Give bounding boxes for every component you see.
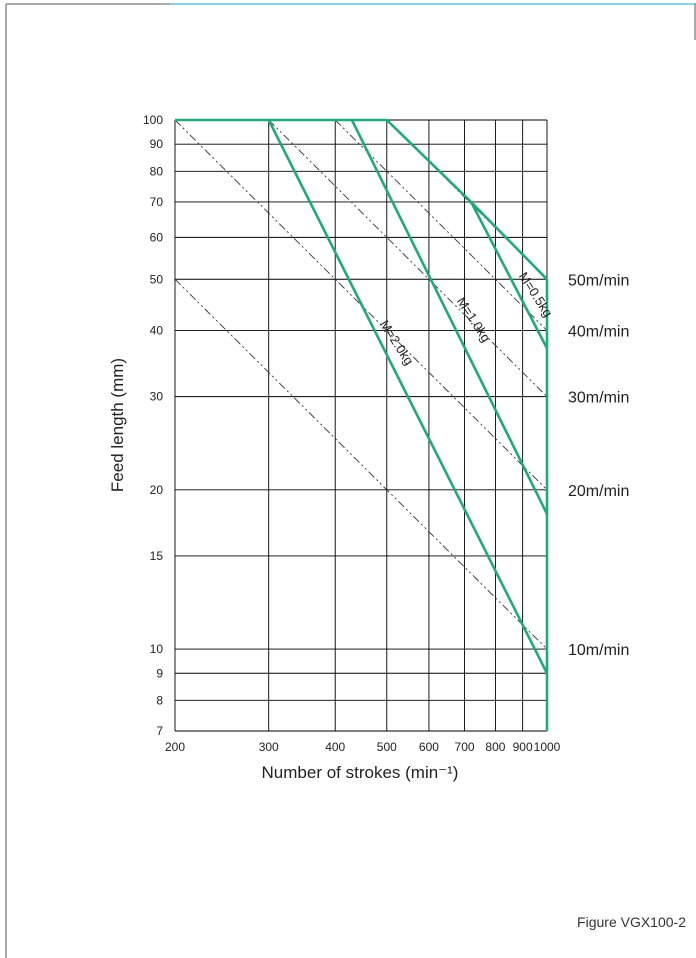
y-tick-label: 10 [150, 642, 164, 656]
speed-line [174, 119, 548, 491]
series-label: M=2.0kg [377, 317, 417, 367]
series-line [267, 119, 549, 674]
tick-labels: 200 300 400 500 600 700 800 900 1000 7 8 9 10 15 20 30 4… [143, 113, 561, 754]
x-tick-label: 200 [165, 740, 185, 754]
speed-label: 20m/min [568, 483, 629, 500]
y-tick-label: 70 [150, 195, 164, 209]
x-tick-label: 300 [259, 740, 279, 754]
speed-line [268, 119, 548, 397]
y-tick-label: 40 [150, 324, 164, 338]
y-tick-label: 80 [150, 164, 164, 178]
x-tick-label: 600 [419, 740, 439, 754]
y-tick-label: 100 [143, 113, 163, 127]
x-tick-label: 800 [485, 740, 505, 754]
x-tick-label: 400 [325, 740, 345, 754]
y-axis-title: Feed length (mm) [108, 358, 127, 492]
x-tick-label: 900 [513, 740, 533, 754]
x-tick-label: 700 [455, 740, 475, 754]
speed-label: 50m/min [568, 272, 629, 289]
annotations: 50m/min 40m/min 30m/min 20m/min 10m/min M=0.5… [377, 269, 630, 659]
speed-line [174, 278, 548, 650]
speed-label: 10m/min [568, 642, 629, 659]
curves [175, 118, 549, 731]
speed-lines [174, 119, 548, 650]
speed-label: 40m/min [568, 324, 629, 341]
series-line [469, 201, 549, 349]
y-tick-label: 90 [150, 137, 164, 151]
y-tick-label: 7 [156, 724, 163, 738]
x-axis-title: Number of strokes (min⁻¹) [262, 763, 459, 782]
y-tick-label: 8 [156, 693, 163, 707]
y-tick-label: 50 [150, 272, 164, 286]
y-tick-label: 60 [150, 230, 164, 244]
y-tick-label: 30 [150, 390, 164, 404]
series-line [175, 118, 548, 281]
y-tick-label: 15 [150, 549, 164, 563]
series-label: M=0.5kg [516, 269, 556, 319]
y-tick-label: 9 [156, 666, 163, 680]
y-tick-label: 20 [150, 483, 164, 497]
speed-label: 30m/min [568, 390, 629, 407]
series-line [350, 119, 549, 515]
x-tick-label: 500 [377, 740, 397, 754]
figure-caption: Figure VGX100-2 [577, 914, 686, 930]
x-tick-label: 1000 [534, 740, 561, 754]
